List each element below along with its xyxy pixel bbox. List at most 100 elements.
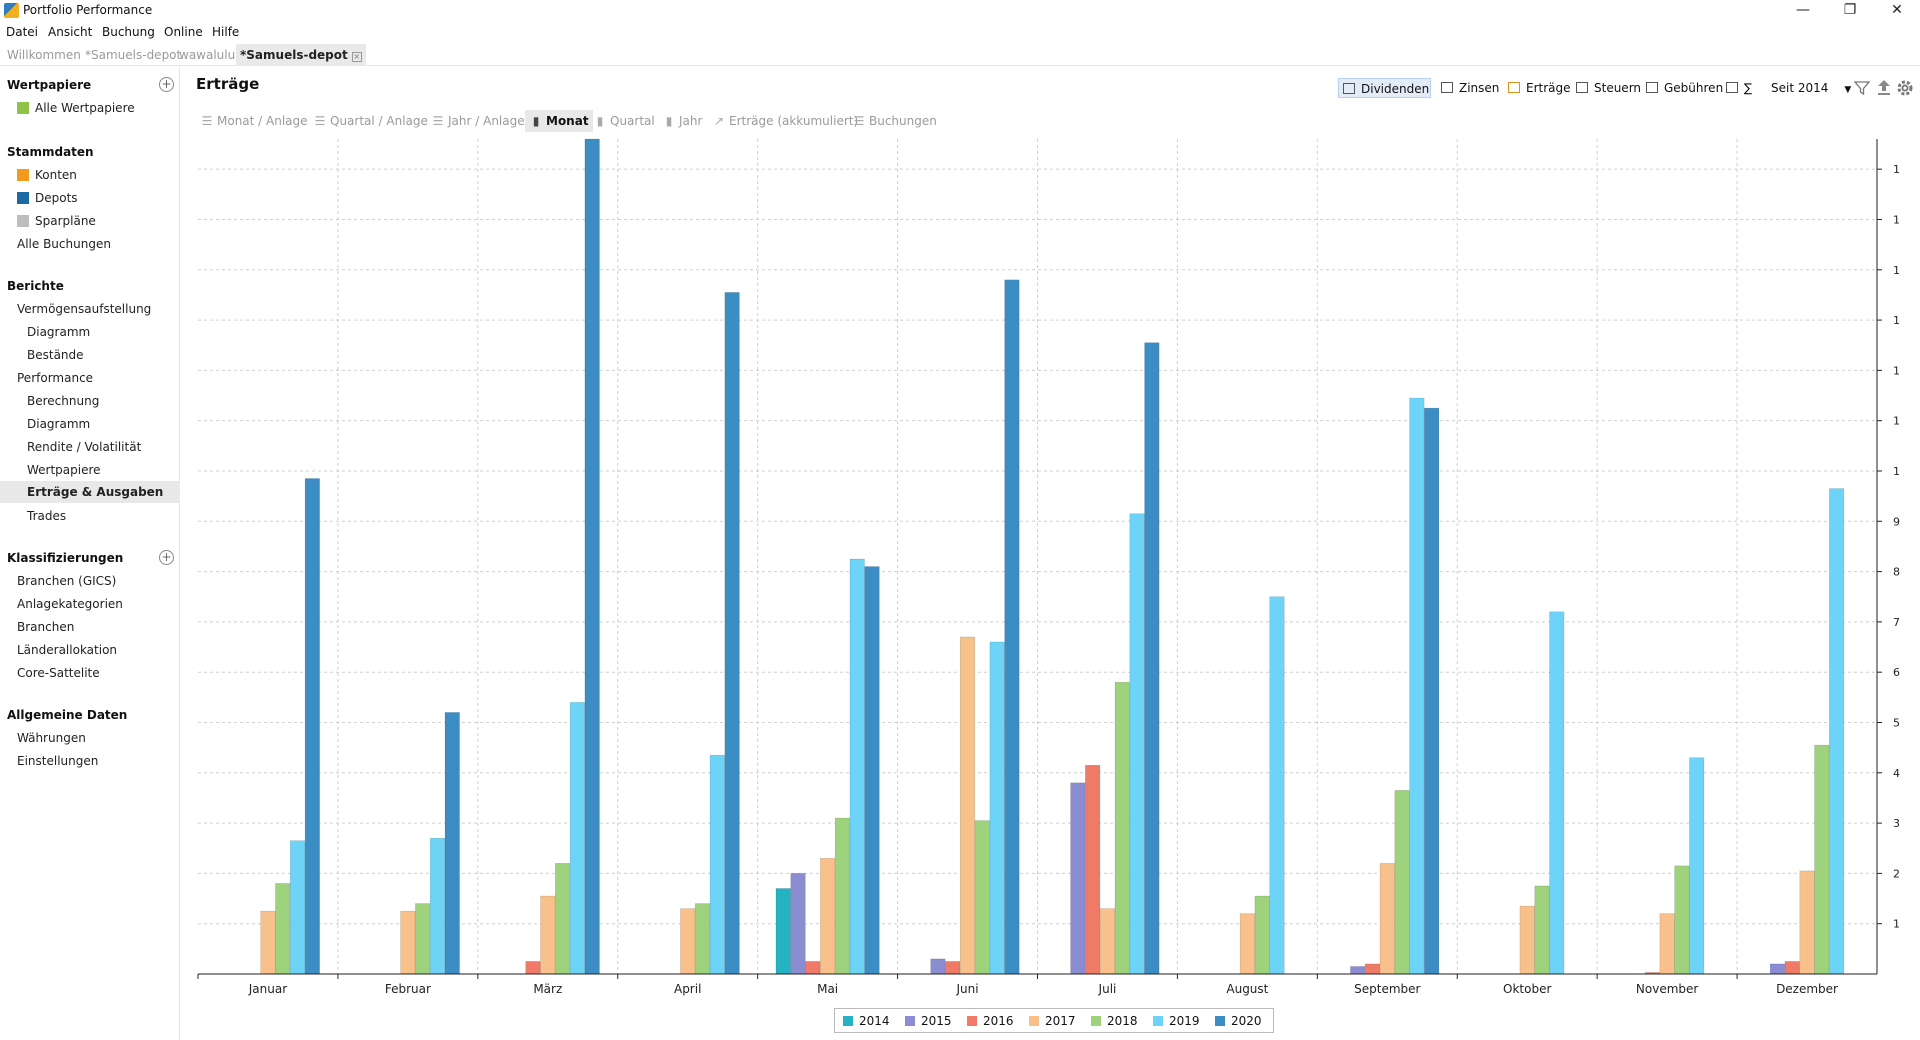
sidebar-item-performance-diagramm[interactable]: Diagramm — [27, 417, 91, 431]
sidebar-item-anlagekategorien[interactable]: Anlagekategorien — [17, 597, 123, 611]
view-ertraege-akkumuliert[interactable]: ↗ Erträge (akkumuliert) — [712, 110, 858, 132]
chevron-down-icon: ▼ — [1844, 85, 1852, 95]
bar-2017-Juni — [959, 636, 976, 975]
view-quartal[interactable]: ▮ Quartal — [593, 110, 655, 132]
toggle-zinsen[interactable]: Zinsen — [1437, 78, 1499, 98]
y-tick-label: 40 — [1893, 767, 1900, 780]
legend-label: 2019 — [1169, 1014, 1200, 1028]
export-icon[interactable] — [1876, 79, 1892, 96]
sidebar-item-depots[interactable]: Depots — [17, 191, 78, 205]
filter-icon[interactable] — [1854, 80, 1870, 96]
minimize-button[interactable]: — — [1796, 2, 1810, 18]
sidebar-item-einstellungen[interactable]: Einstellungen — [17, 754, 99, 768]
menu-online[interactable]: Online — [164, 25, 203, 39]
menu-hilfe[interactable]: Hilfe — [212, 25, 240, 39]
toggle-label: Dividenden — [1361, 82, 1430, 96]
title-bar: Portfolio Performance — ❐ ✕ — [0, 0, 1920, 22]
sidebar-item-performance[interactable]: Performance — [17, 371, 94, 385]
legend-swatch — [1153, 1016, 1163, 1026]
sidebar-item-bestaende[interactable]: Bestände — [27, 348, 84, 362]
legend-item-2017: 2017 — [1029, 1014, 1076, 1028]
bar-2018-Juni — [974, 820, 990, 975]
sidebar-item-waehrungen[interactable]: Währungen — [17, 731, 86, 745]
sidebar-item-berechnung[interactable]: Berechnung — [27, 394, 100, 408]
maximize-button[interactable]: ❐ — [1843, 2, 1857, 18]
bar-2017-November — [1659, 913, 1675, 975]
sidebar-item-branchen-gics[interactable]: Branchen (GICS) — [17, 574, 117, 588]
sidebar-item-sparplaene[interactable]: Sparpläne — [17, 214, 96, 228]
sidebar-item-wertpapiere[interactable]: Wertpapiere — [27, 463, 101, 477]
bar-2017-Oktober — [1519, 905, 1535, 975]
bar-2017-April — [680, 908, 696, 975]
sidebar-item-konten[interactable]: Konten — [17, 168, 77, 182]
legend-swatch — [843, 1016, 853, 1026]
bar-2017-März — [540, 895, 556, 975]
checkbox-icon — [1441, 82, 1453, 93]
view-quartal-anlage[interactable]: ☰ Quartal / Anlage — [313, 110, 428, 132]
add-classification-icon[interactable]: + — [159, 550, 174, 565]
sidebar-item-alle-buchungen[interactable]: Alle Buchungen — [17, 237, 111, 251]
toggle-gebuehren[interactable]: Gebühren — [1642, 78, 1723, 98]
bar-2019-April — [709, 754, 725, 975]
bar-2019-Januar — [290, 840, 306, 975]
tab-samuels-depot-1[interactable]: *Samuels-depot — [85, 48, 182, 62]
add-security-icon[interactable]: + — [159, 77, 174, 92]
bar-2015-Juli — [1070, 782, 1086, 975]
y-tick-label: 20 — [1893, 867, 1900, 880]
y-tick-label: 80 — [1893, 566, 1900, 579]
sidebar-item-label: Sparpläne — [35, 214, 96, 228]
sidebar-item-ertraege-ausgaben[interactable]: Erträge & Ausgaben — [0, 481, 180, 503]
tab-samuels-depot-active[interactable]: *Samuels-depot × — [236, 44, 366, 66]
menu-ansicht[interactable]: Ansicht — [48, 25, 93, 39]
y-tick-label: 70 — [1893, 616, 1900, 629]
line-chart-icon: ↗ — [713, 114, 725, 128]
bar-2017-Mai — [820, 858, 836, 975]
bar-2014-Mai — [775, 888, 791, 975]
bar-chart-icon: ▮ — [532, 114, 540, 128]
sidebar-item-vermoegensaufstellung[interactable]: Vermögensaufstellung — [17, 302, 152, 316]
view-jahr[interactable]: ▮ Jahr — [662, 110, 703, 132]
view-label: Monat — [546, 114, 589, 128]
sidebar-item-rendite-volatilitaet[interactable]: Rendite / Volatilität — [27, 440, 142, 454]
view-buchungen[interactable]: ☰ Buchungen — [852, 110, 937, 132]
toggle-ertraege[interactable]: Erträge — [1504, 78, 1571, 98]
bar-2020-Juli — [1144, 342, 1160, 975]
sidebar-item-label: Depots — [35, 191, 78, 205]
legend-label: 2016 — [983, 1014, 1014, 1028]
bar-2018-Juli — [1114, 681, 1130, 975]
sidebar-item-diagramm[interactable]: Diagramm — [27, 325, 91, 339]
menu-buchung[interactable]: Buchung — [102, 25, 155, 39]
view-monat[interactable]: ▮ Monat — [525, 110, 593, 132]
bar-2016-Mai — [805, 961, 821, 975]
sidebar-item-branchen[interactable]: Branchen — [17, 620, 75, 634]
y-tick-label: 140 — [1893, 264, 1900, 277]
list-icon: ☰ — [432, 114, 444, 128]
toggle-label: Steuern — [1594, 81, 1642, 95]
close-button[interactable]: ✕ — [1891, 2, 1903, 18]
toggle-dividenden[interactable]: Dividenden — [1338, 78, 1431, 98]
editor-tabs: Willkommen *Samuels-depot wawalulu *Samu… — [0, 44, 1920, 66]
menu-bar: Datei Ansicht Buchung Online Hilfe — [0, 22, 1920, 42]
sidebar-item-trades[interactable]: Trades — [27, 509, 67, 523]
bar-2018-April — [694, 903, 711, 975]
toggle-summe[interactable]: ∑ — [1722, 78, 1752, 98]
legend-item-2016: 2016 — [967, 1014, 1014, 1028]
sidebar-item-alle-wertpapiere[interactable]: Alle Wertpapiere — [17, 101, 135, 115]
view-label: Quartal / Anlage — [330, 114, 428, 128]
view-jahr-anlage[interactable]: ☰ Jahr / Anlage — [431, 110, 525, 132]
period-dropdown[interactable]: Seit 2014 ▼ — [1767, 78, 1851, 98]
tab-wawalulu[interactable]: wawalulu — [179, 48, 236, 62]
sidebar-item-core-sattelite[interactable]: Core-Sattelite — [17, 666, 100, 680]
bar-2015-September — [1350, 966, 1366, 975]
bar-2020-März — [584, 138, 600, 975]
tab-willkommen[interactable]: Willkommen — [7, 48, 81, 62]
toggle-steuern[interactable]: Steuern — [1572, 78, 1641, 98]
sidebar-item-laenderallokation[interactable]: Länderallokation — [17, 643, 118, 657]
bar-2020-Februar — [444, 712, 460, 975]
settings-gear-icon[interactable] — [1896, 79, 1914, 97]
bar-2015-Dezember — [1769, 963, 1785, 975]
menu-datei[interactable]: Datei — [6, 25, 39, 39]
close-tab-icon[interactable]: × — [351, 52, 362, 62]
y-tick-label: 130 — [1893, 314, 1900, 327]
view-monat-anlage[interactable]: ☰ Monat / Anlage — [200, 110, 308, 132]
